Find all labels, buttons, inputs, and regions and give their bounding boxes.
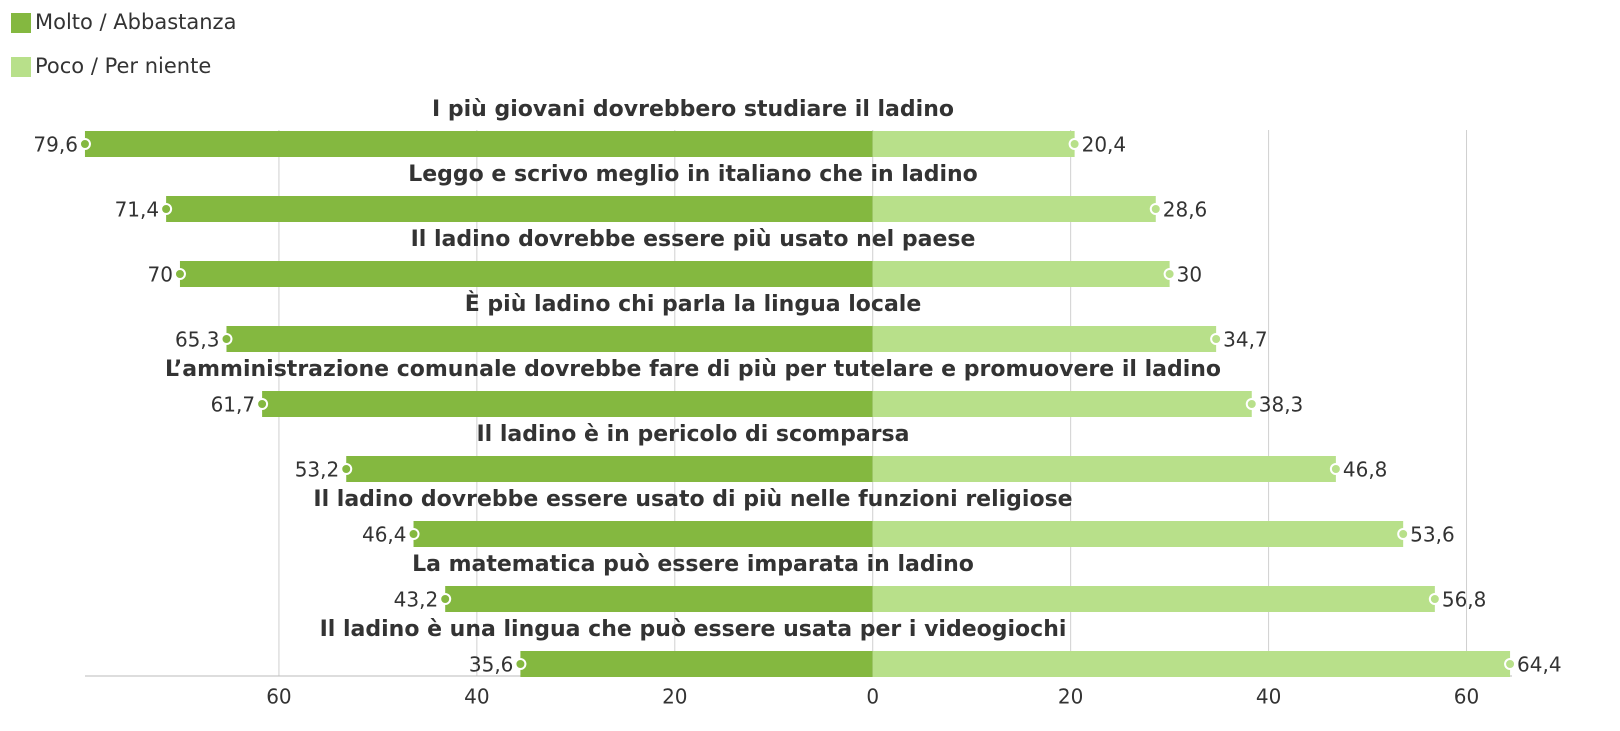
bar	[179, 261, 873, 287]
bar-end-marker	[256, 398, 269, 410]
x-tick-label: 20	[662, 685, 687, 709]
category-label: È più ladino chi parla la lingua locale	[465, 291, 922, 317]
bar	[166, 196, 873, 222]
value-label: 20,4	[1082, 133, 1127, 157]
value-label: 43,2	[394, 588, 439, 612]
value-label: 70	[148, 263, 173, 287]
bar	[84, 131, 873, 157]
bar-end-marker	[1163, 268, 1176, 280]
bar	[413, 521, 873, 547]
bar-end-marker	[1245, 398, 1258, 410]
value-label: 30	[1177, 263, 1202, 287]
value-label: 71,4	[115, 198, 160, 222]
category-label: Leggo e scrivo meglio in italiano che in…	[408, 162, 978, 187]
bar	[262, 391, 873, 417]
x-tick-label: 40	[1256, 685, 1281, 709]
bar-end-marker	[1149, 203, 1162, 215]
bar	[872, 326, 1217, 352]
category-label: Il ladino dovrebbe essere più usato nel …	[411, 227, 976, 252]
value-label: 46,8	[1343, 458, 1388, 482]
category-label: La matematica può essere imparata in lad…	[412, 552, 974, 577]
value-label: 34,7	[1223, 328, 1268, 352]
x-tick-label: 0	[866, 685, 879, 709]
category-label: Il ladino dovrebbe essere usato di più n…	[313, 487, 1072, 512]
x-tick-label: 60	[266, 685, 291, 709]
bar	[520, 651, 873, 677]
bar	[872, 586, 1435, 612]
bar	[445, 586, 873, 612]
bar	[872, 651, 1511, 677]
bar-end-marker	[514, 658, 527, 670]
legend-swatch	[11, 13, 31, 33]
value-label: 35,6	[469, 653, 514, 677]
bar	[872, 391, 1252, 417]
value-label: 28,6	[1163, 198, 1208, 222]
bar	[872, 456, 1336, 482]
value-label: 53,6	[1410, 523, 1455, 547]
x-tick-label: 60	[1454, 685, 1479, 709]
bar	[226, 326, 873, 352]
bar-end-marker	[173, 268, 186, 280]
bar	[872, 521, 1404, 547]
x-tick-label: 20	[1058, 685, 1083, 709]
bar-end-marker	[439, 593, 452, 605]
legend-label: Poco / Per niente	[35, 54, 211, 78]
bar	[346, 456, 873, 482]
value-label: 53,2	[295, 458, 340, 482]
bar-end-marker	[220, 333, 233, 345]
bar-end-marker	[1329, 463, 1342, 475]
value-label: 38,3	[1259, 393, 1304, 417]
x-tick-label: 40	[464, 685, 489, 709]
bar-end-marker	[1504, 658, 1517, 670]
legend-swatch	[11, 57, 31, 77]
bar-end-marker	[160, 203, 173, 215]
bar-end-marker	[340, 463, 353, 475]
bar	[872, 261, 1170, 287]
legend-label: Molto / Abbastanza	[35, 10, 236, 34]
bar	[872, 196, 1156, 222]
bar-end-marker	[1397, 528, 1410, 540]
bar-end-marker	[1068, 138, 1081, 150]
category-label: Il ladino è una lingua che può essere us…	[320, 617, 1067, 642]
category-label: Il ladino è in pericolo di scomparsa	[477, 422, 910, 447]
value-label: 64,4	[1517, 653, 1562, 677]
bar-end-marker	[1210, 333, 1223, 345]
bar-end-marker	[78, 138, 91, 150]
value-label: 46,4	[362, 523, 407, 547]
bar-end-marker	[407, 528, 420, 540]
category-label: I più giovani dovrebbero studiare il lad…	[432, 97, 954, 122]
value-label: 65,3	[175, 328, 220, 352]
value-label: 61,7	[211, 393, 256, 417]
category-label: L’amministrazione comunale dovrebbe fare…	[165, 357, 1221, 382]
value-label: 79,6	[33, 133, 78, 157]
bar	[872, 131, 1075, 157]
value-label: 56,8	[1442, 588, 1487, 612]
bar-end-marker	[1428, 593, 1441, 605]
